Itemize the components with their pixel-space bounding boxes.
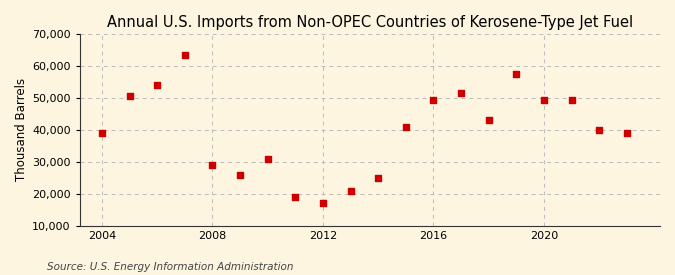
Title: Annual U.S. Imports from Non-OPEC Countries of Kerosene-Type Jet Fuel: Annual U.S. Imports from Non-OPEC Countr… (107, 15, 633, 30)
Point (483, 118, 494, 123)
Point (373, 176, 383, 180)
Point (539, 97, 549, 102)
Point (400, 125, 411, 129)
Point (345, 188, 356, 193)
Point (207, 163, 218, 167)
Point (511, 72, 522, 76)
Point (97, 131, 107, 135)
Text: Source: U.S. Energy Information Administration: Source: U.S. Energy Information Administ… (47, 262, 294, 272)
Point (235, 172, 246, 177)
Point (290, 195, 301, 199)
Point (317, 201, 328, 206)
Point (566, 97, 577, 102)
Point (152, 83, 163, 87)
Point (622, 131, 632, 135)
Y-axis label: Thousand Barrels: Thousand Barrels (15, 78, 28, 182)
Point (594, 128, 605, 132)
Point (263, 156, 273, 161)
Point (428, 97, 439, 102)
Point (180, 53, 190, 57)
Point (456, 91, 466, 95)
Point (124, 94, 135, 98)
